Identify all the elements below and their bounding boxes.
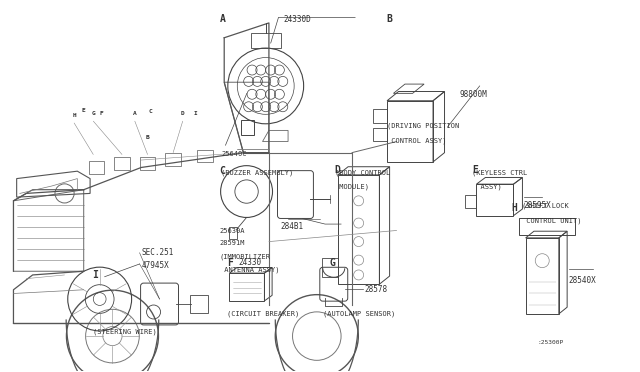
Text: (BODY CONTROL: (BODY CONTROL [335, 169, 390, 176]
Text: (DRIVING POSITION: (DRIVING POSITION [387, 122, 460, 129]
Text: 28591M: 28591M [220, 240, 245, 246]
Text: 25630A: 25630A [220, 228, 245, 234]
Text: G: G [92, 111, 95, 116]
Text: SEC.251: SEC.251 [141, 248, 174, 257]
Text: E: E [82, 108, 86, 112]
Text: F: F [227, 258, 233, 268]
Text: I: I [193, 111, 197, 116]
Text: 25640C: 25640C [221, 151, 246, 157]
Text: CONTROL ASSY): CONTROL ASSY) [387, 138, 447, 144]
Text: B: B [387, 14, 392, 24]
Text: C: C [220, 166, 226, 176]
Text: 47945X: 47945X [141, 261, 170, 270]
Text: A: A [133, 111, 137, 116]
Text: (KEYLESS CTRL: (KEYLESS CTRL [472, 169, 527, 176]
Text: H: H [511, 203, 518, 213]
Text: (CIRCUIT BREAKER): (CIRCUIT BREAKER) [227, 310, 300, 317]
Text: 24330: 24330 [239, 258, 262, 267]
Text: (BUZZER ASSEMBLY): (BUZZER ASSEMBLY) [221, 169, 293, 176]
Text: 284B1: 284B1 [280, 222, 303, 231]
Text: (STEERING WIRE): (STEERING WIRE) [93, 329, 157, 335]
Text: MODULE): MODULE) [335, 183, 369, 190]
Text: 28578: 28578 [365, 285, 388, 294]
Text: G: G [330, 258, 335, 268]
Text: 24330D: 24330D [283, 15, 310, 24]
Text: I: I [92, 270, 98, 280]
Text: E: E [472, 164, 478, 174]
Text: C: C [149, 109, 153, 114]
Text: H: H [72, 113, 76, 118]
Text: (IMMOBILIZER: (IMMOBILIZER [220, 253, 271, 260]
Text: F: F [100, 111, 104, 116]
Text: (AUTOLAMP SENSOR): (AUTOLAMP SENSOR) [323, 310, 396, 317]
Text: A: A [220, 14, 226, 24]
Text: CONTROL UNIT): CONTROL UNIT) [522, 218, 581, 224]
Text: B: B [146, 135, 150, 140]
Text: :25300P: :25300P [537, 340, 563, 345]
Text: ASSY): ASSY) [472, 183, 502, 190]
Text: 28595X: 28595X [524, 201, 552, 210]
Text: (SHIFT LOCK: (SHIFT LOCK [522, 203, 568, 209]
Text: 98800M: 98800M [460, 90, 487, 99]
Text: ANTENNA ASSY): ANTENNA ASSY) [220, 267, 279, 273]
Text: D: D [335, 164, 340, 174]
Text: 28540X: 28540X [568, 276, 596, 285]
Text: D: D [181, 111, 184, 116]
